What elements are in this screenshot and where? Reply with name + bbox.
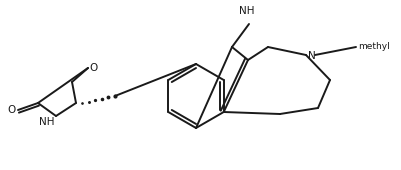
Text: N: N — [307, 51, 315, 61]
Text: methyl: methyl — [357, 42, 389, 52]
Text: O: O — [8, 105, 16, 115]
Text: NH: NH — [39, 117, 55, 127]
Text: O: O — [89, 63, 97, 73]
Text: NH: NH — [239, 6, 254, 16]
